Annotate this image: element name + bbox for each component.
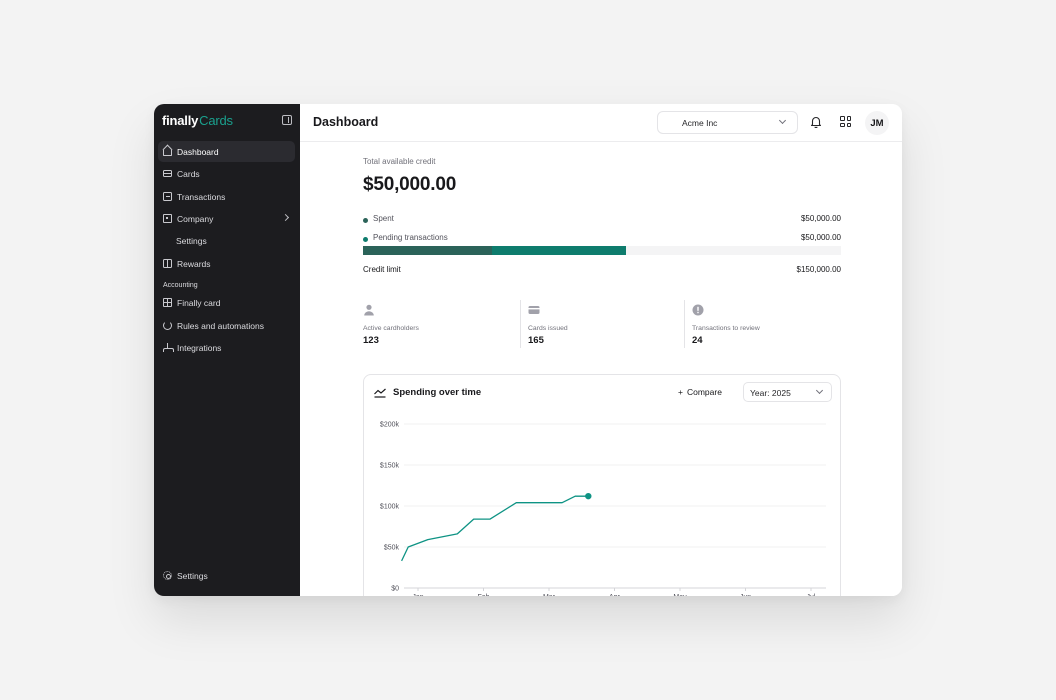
sidebar-item-settings-sub[interactable]: Settings bbox=[158, 230, 295, 251]
ledger-icon bbox=[163, 298, 172, 307]
sidebar-item-label: Settings bbox=[176, 235, 207, 246]
chevron-down-icon bbox=[778, 116, 787, 125]
home-icon bbox=[163, 150, 172, 156]
bell-icon[interactable] bbox=[810, 115, 822, 128]
pending-dot bbox=[363, 236, 368, 242]
compare-label: Compare bbox=[686, 387, 722, 397]
sidebar-item-rewards[interactable]: Rewards bbox=[158, 253, 295, 274]
credit-limit-value: $150,000.00 bbox=[796, 265, 842, 274]
x-tick-label: Apr bbox=[609, 594, 621, 596]
x-tick-label: Jan bbox=[412, 594, 423, 596]
year-select-value: Year: 2025 bbox=[750, 388, 791, 398]
credit-limit-label: Credit limit bbox=[363, 265, 401, 274]
sidebar-item-label: Rules and automations bbox=[177, 320, 264, 331]
sidebar-item-label: Integrations bbox=[177, 342, 222, 353]
collapse-sidebar-icon[interactable] bbox=[282, 115, 292, 125]
main-panel: Dashboard Acme Inc JM Total available cr… bbox=[300, 104, 902, 596]
top-bar: Dashboard Acme Inc JM bbox=[300, 104, 902, 142]
sidebar-item-dashboard[interactable]: Dashboard bbox=[158, 141, 295, 162]
pending-value: $50,000.00 bbox=[800, 233, 841, 242]
sidebar-item-label: Settings bbox=[177, 570, 208, 581]
y-tick-label: $0 bbox=[391, 586, 399, 593]
credit-progress-bar bbox=[363, 246, 841, 255]
sidebar-item-label: Finally card bbox=[177, 297, 221, 308]
stat-label: Active cardholders bbox=[363, 325, 419, 332]
page-title: Dashboard bbox=[313, 115, 379, 129]
x-tick-label: Jun bbox=[740, 594, 751, 596]
x-tick-label: Mar bbox=[543, 594, 556, 596]
credit-limit-row: Credit limit $150,000.00 bbox=[363, 265, 841, 274]
sidebar-item-label: Dashboard bbox=[177, 146, 219, 157]
sidebar-item-integrations[interactable]: Integrations bbox=[158, 337, 295, 358]
series-end-point bbox=[585, 492, 592, 500]
sidebar-item-cards[interactable]: Cards bbox=[158, 163, 295, 184]
sidebar-item-label: Rewards bbox=[177, 258, 211, 269]
transactions-icon bbox=[163, 192, 172, 201]
pending-label: Pending transactions bbox=[373, 233, 448, 242]
compare-button[interactable]: + Compare bbox=[678, 387, 722, 397]
chart-title: Spending over time bbox=[393, 387, 482, 398]
gift-icon bbox=[163, 259, 172, 268]
stat-cards-issued: Cards issued 165 bbox=[520, 300, 677, 348]
sidebar-item-transactions[interactable]: Transactions bbox=[158, 186, 295, 207]
brand-part-2: Cards bbox=[199, 113, 233, 128]
stat-value: 123 bbox=[363, 335, 379, 346]
y-tick-label: $200k bbox=[380, 422, 400, 429]
brand-logo[interactable]: finallyCards bbox=[162, 113, 233, 128]
avatar[interactable]: JM bbox=[865, 111, 889, 135]
alert-icon bbox=[692, 304, 704, 316]
credit-bar-pending bbox=[492, 246, 626, 255]
gear-icon bbox=[163, 571, 172, 580]
plus-icon: + bbox=[678, 387, 683, 397]
credit-value: $50,000.00 bbox=[363, 174, 457, 195]
card-icon bbox=[528, 306, 540, 314]
app-window: finallyCards Dashboard Cards Transaction… bbox=[154, 104, 902, 596]
spent-value: $50,000.00 bbox=[800, 214, 841, 223]
chevron-right-icon bbox=[281, 213, 290, 222]
user-icon bbox=[364, 304, 374, 316]
chart-trend-icon bbox=[374, 388, 386, 398]
section-label-accounting: Accounting bbox=[163, 282, 198, 289]
y-tick-label: $50k bbox=[384, 545, 400, 552]
sidebar-item-settings[interactable]: Settings bbox=[158, 565, 295, 586]
sidebar-item-label: Company bbox=[177, 213, 214, 224]
x-tick-label: Jul bbox=[807, 594, 816, 596]
sidebar-item-rules[interactable]: Rules and automations bbox=[158, 315, 295, 336]
spending-chart-card: Spending over time + Compare Year: 2025 $… bbox=[363, 374, 841, 596]
sidebar-item-finally-card[interactable]: Finally card bbox=[158, 292, 295, 313]
organization-select[interactable]: Acme Inc bbox=[657, 111, 798, 134]
stats-row: Active cardholders 123 Cards issued 165 bbox=[363, 300, 841, 348]
sidebar-item-label: Cards bbox=[177, 168, 200, 179]
series-line bbox=[401, 495, 589, 562]
card-icon bbox=[163, 170, 172, 177]
credit-bar-spent bbox=[363, 246, 493, 255]
stat-transactions-review: Transactions to review 24 bbox=[684, 300, 841, 348]
stat-value: 165 bbox=[528, 335, 544, 346]
chevron-down-icon bbox=[815, 386, 824, 395]
spending-line-chart: $0 $50k $100k $150k $200k Jan Feb Mar Apr May Jun J… bbox=[380, 422, 826, 596]
spent-dot bbox=[363, 217, 368, 223]
x-tick-label: May bbox=[673, 594, 687, 596]
stat-label: Cards issued bbox=[528, 325, 568, 332]
apps-grid-icon[interactable] bbox=[840, 116, 852, 128]
year-select[interactable]: Year: 2025 bbox=[743, 382, 832, 402]
spent-row: Spent $50,000.00 bbox=[363, 214, 841, 226]
stat-label: Transactions to review bbox=[692, 325, 760, 332]
sidebar: finallyCards Dashboard Cards Transaction… bbox=[154, 104, 300, 596]
stat-value: 24 bbox=[692, 335, 703, 346]
sidebar-item-company[interactable]: Company bbox=[158, 208, 295, 229]
spent-label: Spent bbox=[373, 214, 394, 223]
integrations-icon bbox=[163, 343, 174, 352]
pending-row: Pending transactions $50,000.00 bbox=[363, 233, 841, 245]
brand-part-1: finally bbox=[162, 113, 199, 128]
organization-select-value: Acme Inc bbox=[682, 118, 718, 128]
refresh-icon bbox=[163, 321, 172, 330]
building-icon bbox=[163, 214, 172, 223]
y-tick-label: $100k bbox=[380, 504, 400, 511]
stat-active-cardholders: Active cardholders 123 bbox=[363, 300, 520, 348]
x-tick-label: Feb bbox=[477, 594, 489, 596]
y-tick-label: $150k bbox=[380, 463, 400, 470]
sidebar-item-label: Transactions bbox=[177, 191, 226, 202]
credit-label: Total available credit bbox=[363, 157, 436, 166]
